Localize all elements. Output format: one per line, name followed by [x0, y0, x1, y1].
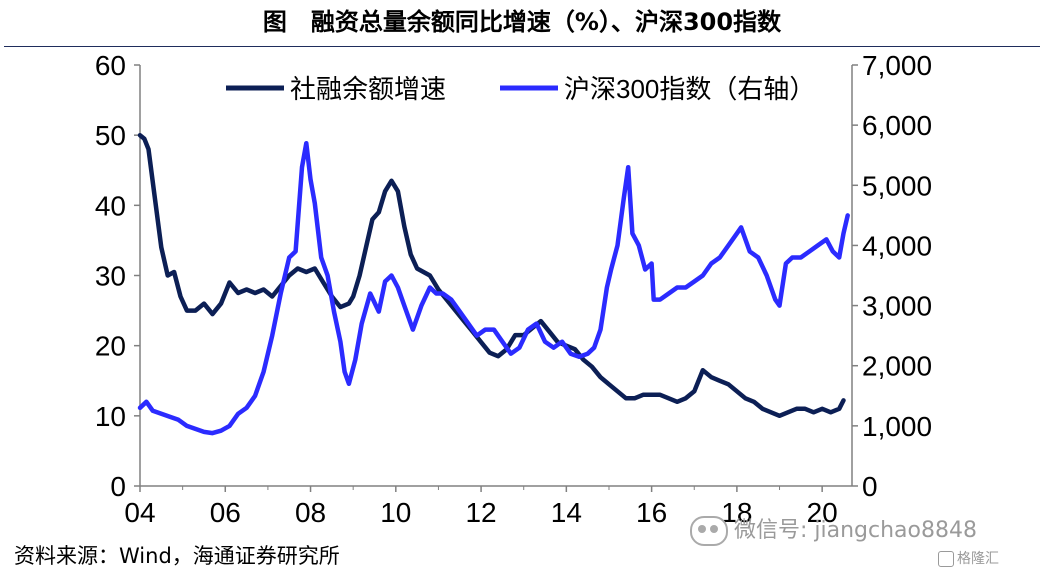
right-tick-label: 1,000 [862, 411, 932, 442]
right-tick-label: 5,000 [862, 170, 932, 201]
legend-label-social: 社融余额增速 [290, 74, 446, 104]
left-tick-label: 60 [95, 50, 126, 81]
x-tick-label: 04 [124, 497, 155, 528]
chart-title: 图 融资总量余额同比增速（%）、沪深300指数 [262, 8, 782, 36]
watermark-text: 微信号: jiangchao8848 [734, 518, 977, 543]
right-tick-label: 7,000 [862, 50, 932, 81]
title-divider [4, 46, 1040, 47]
wechat-watermark: 微信号: jiangchao8848 [690, 512, 977, 546]
left-tick-label: 0 [110, 471, 126, 502]
left-tick-label: 10 [95, 401, 126, 432]
left-tick-label: 20 [95, 331, 126, 362]
wechat-icon [690, 516, 728, 546]
right-tick-label: 3,000 [862, 291, 932, 322]
x-tick-label: 10 [380, 497, 411, 528]
series-social-financing-line [137, 132, 846, 419]
source-note: 资料来源：Wind，海通证券研究所 [14, 544, 340, 568]
right-tick-label: 4,000 [862, 230, 932, 261]
brand-text: 格隆汇 [957, 551, 999, 567]
x-tick-label: 12 [465, 497, 496, 528]
gelonghui-logo-icon [938, 551, 954, 567]
x-tick-label: 14 [551, 497, 582, 528]
x-tick-label: 20 [807, 497, 838, 528]
right-tick-label: 6,000 [862, 110, 932, 141]
left-tick-label: 40 [95, 190, 126, 221]
series-csi300-line [137, 140, 850, 436]
x-tick-label: 16 [636, 497, 667, 528]
gelonghui-brand: 格隆汇 [938, 548, 999, 568]
right-tick-label: 0 [862, 471, 878, 502]
left-tick-label: 50 [95, 120, 126, 151]
x-tick-label: 08 [295, 497, 326, 528]
x-tick-label: 06 [210, 497, 241, 528]
right-tick-label: 2,000 [862, 351, 932, 382]
left-tick-label: 30 [95, 261, 126, 292]
legend-label-csi300: 沪深300指数（右轴） [564, 74, 815, 104]
